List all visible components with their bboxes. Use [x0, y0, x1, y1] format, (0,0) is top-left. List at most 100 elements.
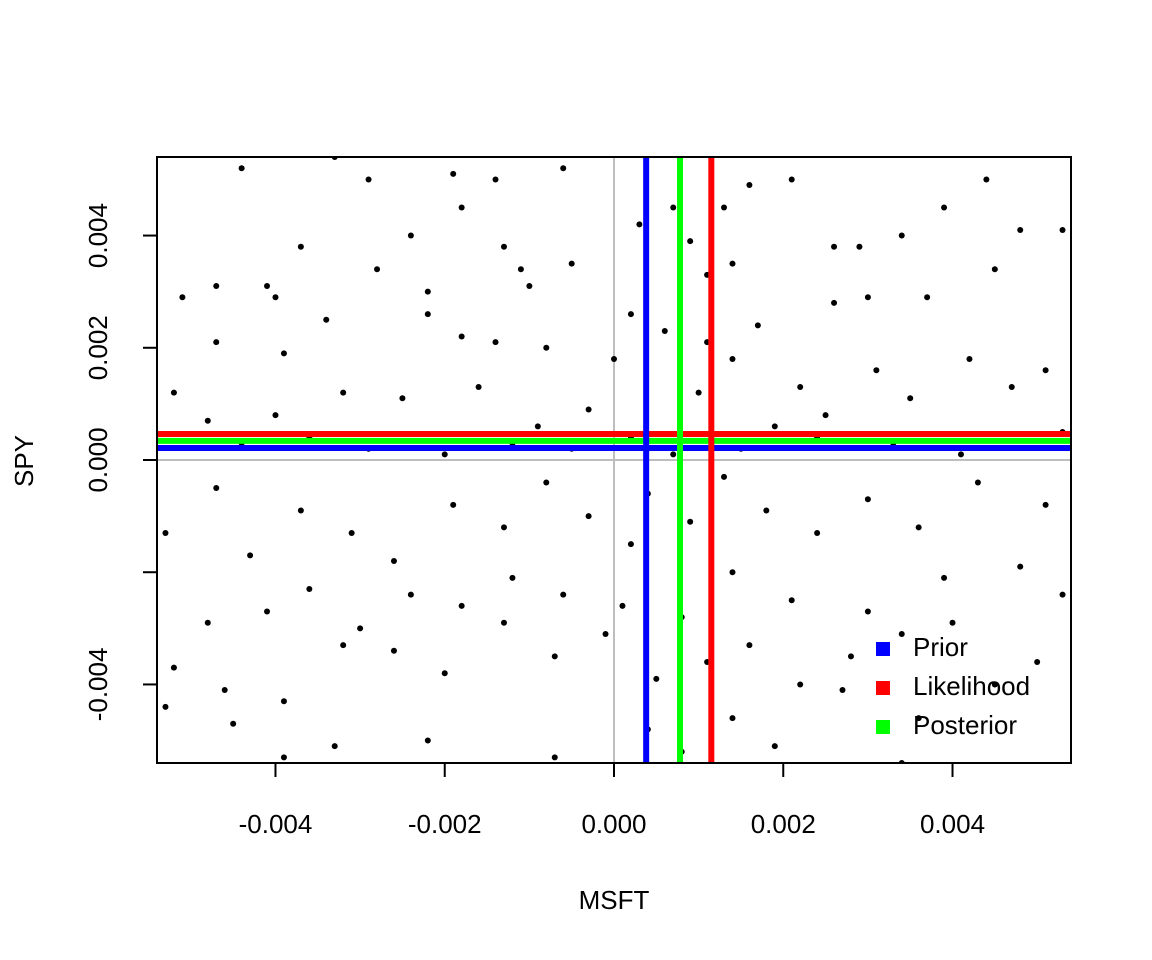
point — [1059, 591, 1066, 598]
point — [204, 619, 211, 626]
point — [162, 529, 169, 536]
point — [534, 423, 541, 430]
point — [162, 703, 169, 710]
point — [941, 204, 948, 211]
point — [1008, 384, 1015, 391]
point — [500, 619, 507, 626]
point — [424, 737, 431, 744]
point — [204, 417, 211, 424]
point — [450, 170, 457, 177]
point — [424, 311, 431, 318]
point — [797, 681, 804, 688]
point — [390, 558, 397, 564]
point — [661, 327, 668, 334]
point — [280, 350, 287, 357]
y-axis-label: SPY — [9, 435, 39, 487]
point — [966, 356, 973, 362]
point — [1034, 659, 1041, 665]
point — [407, 591, 414, 598]
y-tick-label: 0.000 — [83, 427, 113, 492]
point — [543, 344, 550, 351]
point — [898, 630, 905, 637]
point — [729, 260, 736, 267]
point — [213, 339, 220, 346]
legend-swatch — [876, 681, 890, 695]
point — [492, 339, 499, 346]
point — [611, 356, 617, 362]
point — [407, 232, 414, 239]
point — [560, 591, 567, 598]
point — [670, 204, 677, 211]
point — [1042, 501, 1049, 508]
point — [230, 720, 237, 727]
point — [687, 518, 694, 525]
point — [424, 288, 431, 295]
point — [170, 389, 177, 396]
point — [687, 238, 694, 245]
legend-swatch — [876, 720, 890, 734]
legend-label: Likelihood — [913, 671, 1030, 701]
point — [551, 754, 558, 761]
point — [526, 283, 533, 290]
point — [568, 260, 575, 267]
point — [957, 451, 964, 458]
x-axis-label: MSFT — [579, 885, 650, 915]
point — [280, 698, 287, 705]
x-tick-label: 0.002 — [751, 809, 816, 839]
point — [864, 496, 871, 503]
point — [754, 322, 761, 329]
point — [475, 384, 482, 391]
point — [365, 176, 372, 183]
point — [348, 529, 355, 536]
x-tick-label: -0.002 — [408, 809, 482, 839]
y-tick-label: -0.004 — [83, 648, 113, 722]
point — [213, 283, 220, 290]
point — [907, 395, 914, 402]
point — [771, 423, 778, 430]
point — [297, 243, 304, 250]
point — [551, 653, 558, 660]
point — [247, 552, 254, 559]
point — [458, 602, 465, 609]
point — [602, 630, 609, 637]
x-tick-label: 0.004 — [920, 809, 985, 839]
point — [856, 243, 863, 250]
point — [670, 451, 677, 458]
point — [458, 333, 465, 340]
point — [399, 395, 406, 402]
point — [390, 647, 397, 654]
point — [1042, 367, 1049, 374]
point — [340, 389, 347, 396]
point — [924, 294, 931, 301]
point — [619, 602, 626, 609]
point — [340, 642, 347, 649]
point — [627, 541, 634, 548]
point — [585, 513, 592, 520]
point — [788, 597, 795, 604]
legend-label: Posterior — [913, 710, 1017, 740]
point — [179, 294, 186, 301]
point — [991, 681, 998, 688]
point — [1017, 226, 1024, 233]
point — [1017, 563, 1024, 570]
point — [873, 367, 880, 374]
point — [991, 266, 998, 273]
point — [560, 165, 567, 172]
point — [864, 294, 871, 301]
plot-area — [157, 157, 1071, 763]
point — [864, 608, 871, 615]
point — [822, 412, 829, 419]
point — [509, 574, 516, 581]
point — [1059, 226, 1066, 233]
point — [306, 586, 313, 593]
point — [983, 176, 990, 183]
legend-swatch — [876, 642, 890, 656]
point — [898, 232, 905, 239]
point — [272, 412, 279, 419]
point — [814, 529, 821, 536]
point — [797, 384, 804, 391]
point — [729, 569, 736, 576]
point — [221, 687, 228, 694]
point — [746, 642, 753, 649]
point — [272, 294, 279, 301]
